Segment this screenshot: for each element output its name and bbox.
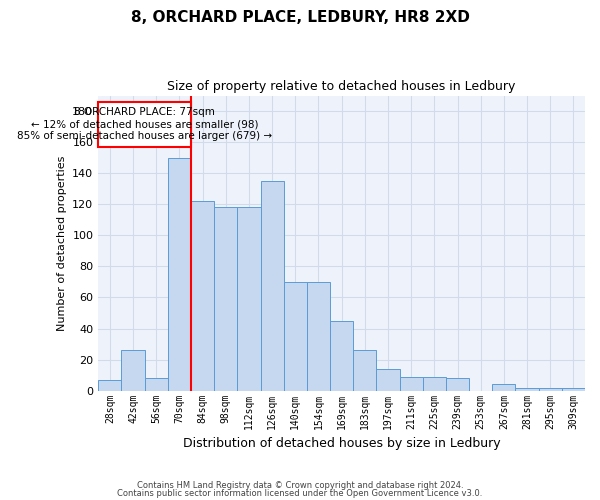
Bar [98,380,121,390]
Y-axis label: Number of detached properties: Number of detached properties [57,156,67,331]
Bar [238,208,260,390]
Bar [330,321,353,390]
Bar [284,282,307,391]
X-axis label: Distribution of detached houses by size in Ledbury: Distribution of detached houses by size … [183,437,500,450]
Bar [423,376,446,390]
Bar [214,208,238,390]
Text: Contains HM Land Registry data © Crown copyright and database right 2024.: Contains HM Land Registry data © Crown c… [137,481,463,490]
Bar [492,384,515,390]
Title: Size of property relative to detached houses in Ledbury: Size of property relative to detached ho… [167,80,516,93]
Bar [260,181,284,390]
Bar [446,378,469,390]
Bar [539,388,562,390]
Bar [515,388,539,390]
FancyBboxPatch shape [98,102,191,147]
Text: Contains public sector information licensed under the Open Government Licence v3: Contains public sector information licen… [118,488,482,498]
Bar [191,201,214,390]
Text: 85% of semi-detached houses are larger (679) →: 85% of semi-detached houses are larger (… [17,130,272,140]
Text: 8 ORCHARD PLACE: 77sqm: 8 ORCHARD PLACE: 77sqm [74,107,215,117]
Text: 8, ORCHARD PLACE, LEDBURY, HR8 2XD: 8, ORCHARD PLACE, LEDBURY, HR8 2XD [131,10,469,25]
Bar [168,158,191,390]
Text: ← 12% of detached houses are smaller (98): ← 12% of detached houses are smaller (98… [31,120,259,130]
Bar [145,378,168,390]
Bar [562,388,585,390]
Bar [307,282,330,391]
Bar [376,369,400,390]
Bar [353,350,376,391]
Bar [400,376,423,390]
Bar [121,350,145,391]
